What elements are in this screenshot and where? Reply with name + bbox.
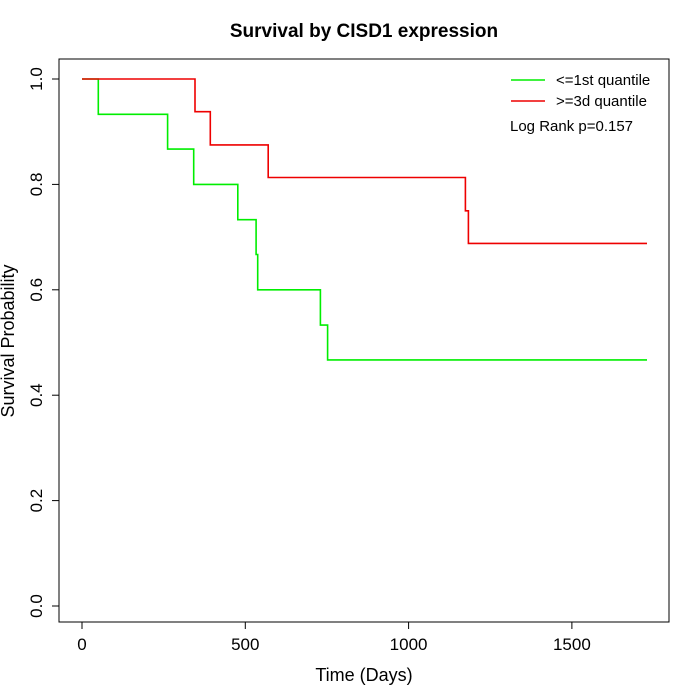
legend: <=1st quantile >=3d quantile bbox=[511, 72, 650, 110]
x-axis-label: Time (Days) bbox=[315, 665, 412, 685]
x-tick-label: 500 bbox=[231, 635, 259, 654]
y-tick-label: 1.0 bbox=[27, 67, 46, 91]
y-axis-label: Survival Probability bbox=[0, 264, 18, 417]
x-axis: 0 500 1000 1500 bbox=[77, 621, 591, 654]
series-layer bbox=[82, 78, 647, 361]
chart-title: Survival by CISD1 expression bbox=[230, 21, 498, 42]
y-tick-label: 0.4 bbox=[27, 383, 46, 407]
x-tick-label: 1500 bbox=[553, 635, 591, 654]
y-tick-label: 0.6 bbox=[27, 278, 46, 302]
y-axis: 0.0 0.2 0.4 0.6 0.8 1.0 bbox=[27, 67, 60, 618]
legend-label-1: >=3d quantile bbox=[556, 93, 647, 110]
y-tick-label: 0.2 bbox=[27, 489, 46, 513]
series-line-0 bbox=[82, 78, 647, 361]
x-tick-label: 0 bbox=[77, 635, 86, 654]
y-tick-label: 0.8 bbox=[27, 173, 46, 197]
series-line-1 bbox=[82, 78, 647, 245]
legend-label-0: <=1st quantile bbox=[556, 72, 650, 89]
x-tick-label: 1000 bbox=[390, 635, 428, 654]
plot-frame bbox=[58, 58, 670, 623]
y-tick-label: 0.0 bbox=[27, 594, 46, 618]
log-rank-annotation: Log Rank p=0.157 bbox=[510, 118, 633, 135]
